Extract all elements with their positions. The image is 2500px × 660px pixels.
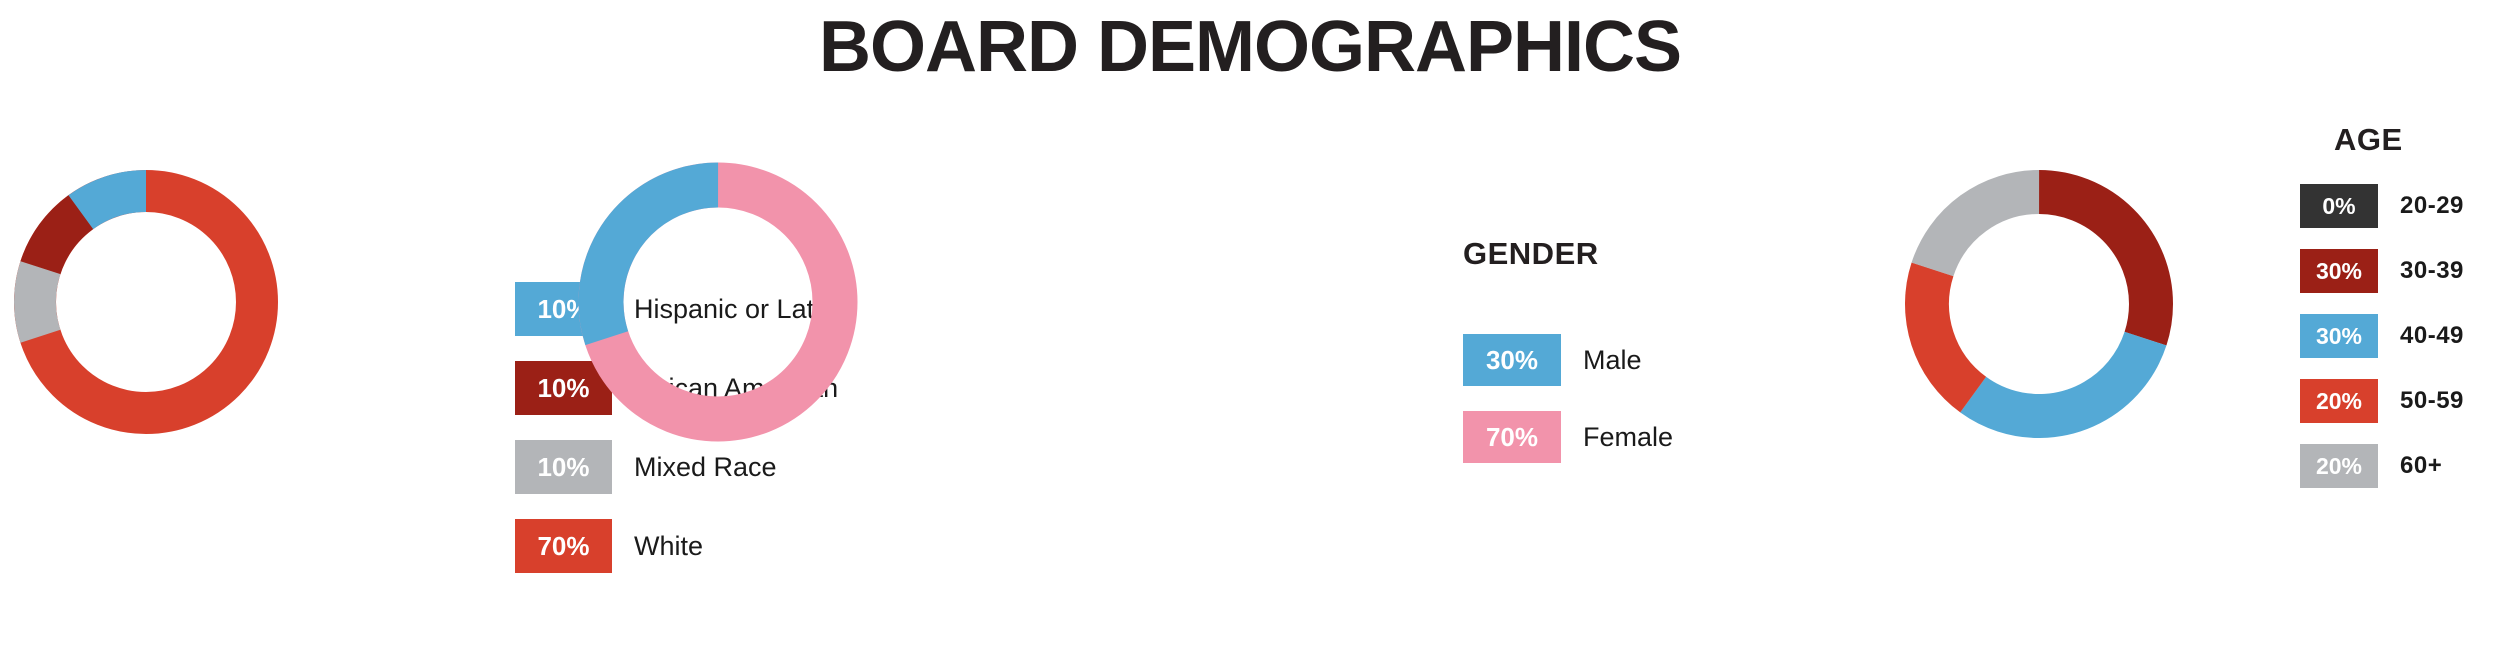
legend-swatch-20-29: 0% <box>2300 184 2378 228</box>
legend-label-male: Male <box>1583 344 1642 375</box>
legend-label-40-49: 40-49 <box>2400 322 2464 349</box>
legend-item-50-59[interactable]: 20% 50-59 <box>2300 379 2464 423</box>
legend-swatch-40-49: 30% <box>2300 314 2378 358</box>
legend-item-female[interactable]: 70% Female <box>1463 411 1673 463</box>
legend-label-mixed-race: Mixed Race <box>634 451 777 482</box>
legend-item-male[interactable]: 30% Male <box>1463 334 1673 386</box>
legend-label-50-59: 50-59 <box>2400 387 2464 414</box>
legend-item-20-29[interactable]: 0% 20-29 <box>2300 184 2464 228</box>
legend-swatch-30-39: 30% <box>2300 249 2378 293</box>
donut-ethnicity-svg <box>14 170 278 434</box>
legend-heading-gender: GENDER <box>1463 236 1599 271</box>
legend-item-mixed-race[interactable]: 10% Mixed Race <box>515 440 849 494</box>
donut-slice-mixed-race <box>14 170 278 434</box>
legend-item-white[interactable]: 70% White <box>515 519 849 573</box>
legend-gender: GENDER 30% Male 70% Female <box>1463 236 1673 488</box>
page-title: BOARD DEMOGRAPHICS <box>818 7 1682 87</box>
legend-item-30-39[interactable]: 30% 30-39 <box>2300 249 2464 293</box>
donut-chart-ethnicity <box>14 170 278 434</box>
donut-chart-age <box>1905 170 2173 438</box>
donut-age-svg <box>1905 170 2173 438</box>
legend-label-60-plus: 60+ <box>2400 452 2443 479</box>
legend-swatch-female: 70% <box>1463 411 1561 463</box>
legend-label-female: Female <box>1583 421 1674 452</box>
legend-swatch-african-american: 10% <box>515 361 612 415</box>
legend-label-white: White <box>634 530 704 561</box>
legend-swatch-50-59: 20% <box>2300 379 2378 423</box>
legend-swatch-male: 30% <box>1463 334 1561 386</box>
donut-gender-svg <box>578 162 858 442</box>
legend-label-30-39: 30-39 <box>2400 257 2464 284</box>
legend-item-60-plus[interactable]: 20% 60+ <box>2300 444 2464 488</box>
legend-item-40-49[interactable]: 30% 40-49 <box>2300 314 2464 358</box>
legend-swatch-mixed-race: 10% <box>515 440 612 494</box>
legend-swatch-60-plus: 20% <box>2300 444 2378 488</box>
legend-age: AGE 0% 20-29 30% 30-39 30% 40-49 20% 50-… <box>2300 122 2464 509</box>
legend-heading-age: AGE <box>2334 122 2403 157</box>
donut-chart-gender <box>578 162 858 442</box>
legend-label-20-29: 20-29 <box>2400 192 2464 219</box>
legend-swatch-white: 70% <box>515 519 612 573</box>
